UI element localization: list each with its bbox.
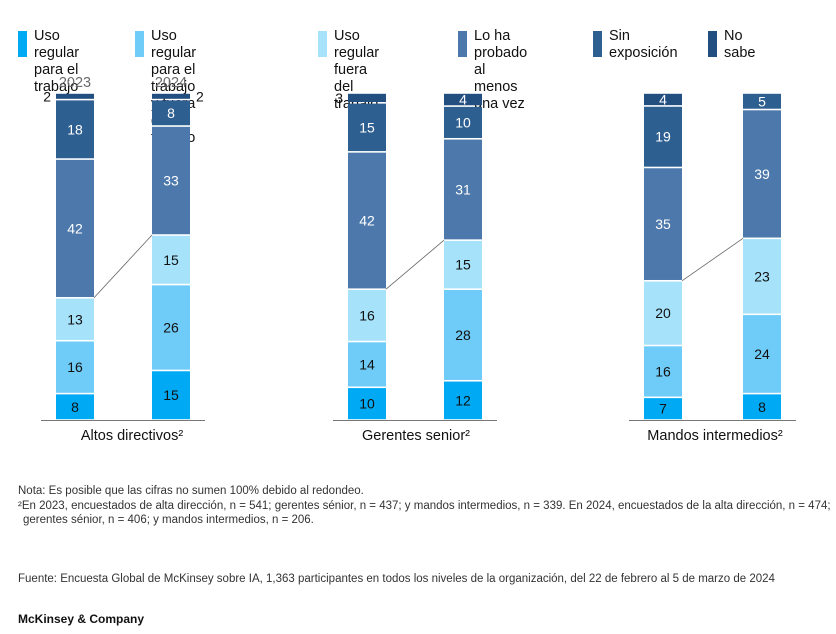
data-label: 19 [655, 129, 671, 145]
legend-swatch [708, 31, 717, 57]
bar-segment [348, 388, 386, 420]
bar-segment [444, 240, 482, 289]
bar-segment [348, 93, 386, 103]
group-label: Gerentes senior² [362, 428, 470, 444]
data-label: 8 [71, 399, 79, 415]
data-label: 8 [167, 105, 175, 121]
bar-segment [743, 239, 781, 314]
data-label: 42 [359, 213, 375, 229]
note-line: ²En 2023, encuestados de alta dirección,… [18, 499, 831, 512]
group-label: Mandos intermedios² [647, 428, 783, 444]
bar-segment [56, 298, 94, 340]
year-label: 2023 [59, 75, 91, 91]
bar-segment [444, 139, 482, 240]
data-label: 14 [359, 356, 375, 372]
legend-label: Sin exposición [609, 28, 678, 61]
bar-segment [644, 346, 682, 397]
legend-swatch [18, 31, 27, 57]
bar-segment [152, 371, 190, 420]
bar-segment [348, 103, 386, 152]
bar-segment [152, 93, 190, 99]
data-label: 8 [758, 399, 766, 415]
note-line: Nota: Es posible que las cifras no sumen… [18, 485, 364, 497]
data-label: 15 [163, 252, 179, 268]
data-label: 28 [455, 327, 471, 343]
data-label: 16 [655, 363, 671, 379]
data-label: 10 [359, 396, 375, 412]
connector-line [681, 238, 744, 282]
brand-logo-text: McKinsey & Company [18, 612, 145, 626]
data-label: 35 [655, 216, 671, 232]
data-label: 39 [754, 166, 770, 182]
bar-segment [56, 341, 94, 393]
data-label: 18 [67, 121, 83, 137]
data-label: 42 [67, 220, 83, 236]
connector-line [93, 234, 153, 299]
data-label: 20 [655, 305, 671, 321]
bar-segment [743, 110, 781, 238]
legend-swatch [593, 31, 602, 57]
bar-segment [743, 394, 781, 420]
data-label: 15 [359, 119, 375, 135]
bar-segment [152, 285, 190, 370]
bar-segment [152, 100, 190, 126]
data-label: 16 [67, 359, 83, 375]
bar-segment [56, 159, 94, 297]
bar-segment [644, 168, 682, 280]
data-label: 2 [196, 88, 204, 104]
chart-notes: Nota: Es posible que las cifras no sumen… [18, 484, 831, 528]
bar-segment [56, 394, 94, 420]
bar-segment [56, 93, 94, 99]
data-label: 15 [163, 387, 179, 403]
data-label: 4 [459, 92, 467, 108]
data-label: 13 [67, 311, 83, 327]
legend-swatch [318, 31, 327, 57]
stacked-bar-chart: 8 16 13 42 18 2 15 26 15 33 8 2 Altos directivos² 10 1… [41, 75, 796, 444]
data-label: 3 [335, 90, 343, 106]
connector-line [385, 239, 445, 290]
bar-segment [444, 93, 482, 106]
data-label: 24 [754, 346, 770, 362]
chart-source: Fuente: Encuesta Global de McKinsey sobr… [18, 573, 775, 585]
bar-segment [743, 93, 781, 109]
data-label: 7 [659, 401, 667, 417]
data-label: 5 [758, 93, 766, 109]
data-label: 23 [754, 268, 770, 284]
data-label: 12 [455, 392, 471, 408]
bar-segment [444, 381, 482, 420]
data-label: 26 [163, 320, 179, 336]
bar-segment [348, 290, 386, 341]
data-label: 10 [455, 114, 471, 130]
legend-label: Uso regular para el trabajo [34, 28, 80, 95]
bar-segment [644, 398, 682, 420]
bar-segment [644, 93, 682, 106]
bar-segment [444, 106, 482, 138]
legend-swatch [135, 31, 144, 57]
bar-segment [644, 106, 682, 167]
bar-segment [644, 281, 682, 345]
data-label: 15 [455, 257, 471, 273]
bar-segment [348, 152, 386, 289]
data-label: 4 [659, 91, 667, 107]
legend-swatch [458, 31, 467, 57]
data-label: 31 [455, 181, 471, 197]
legend-label: No sabe [724, 28, 756, 61]
bar-segment [152, 126, 190, 235]
bar-segment [444, 290, 482, 380]
bar-segment [56, 100, 94, 159]
bar-segment [743, 315, 781, 393]
bar-segment [348, 342, 386, 387]
data-label: 16 [359, 307, 375, 323]
year-label: 2024 [155, 75, 187, 91]
data-label: 33 [163, 173, 179, 189]
chart-legend: Uso regular para el trabajo Uso regular p… [18, 28, 828, 146]
bar-segment [152, 235, 190, 284]
group-label: Altos directivos² [81, 428, 184, 444]
data-label: 2 [43, 88, 51, 104]
note-line: gerentes sénior, n = 406; y mandos inter… [23, 514, 314, 526]
